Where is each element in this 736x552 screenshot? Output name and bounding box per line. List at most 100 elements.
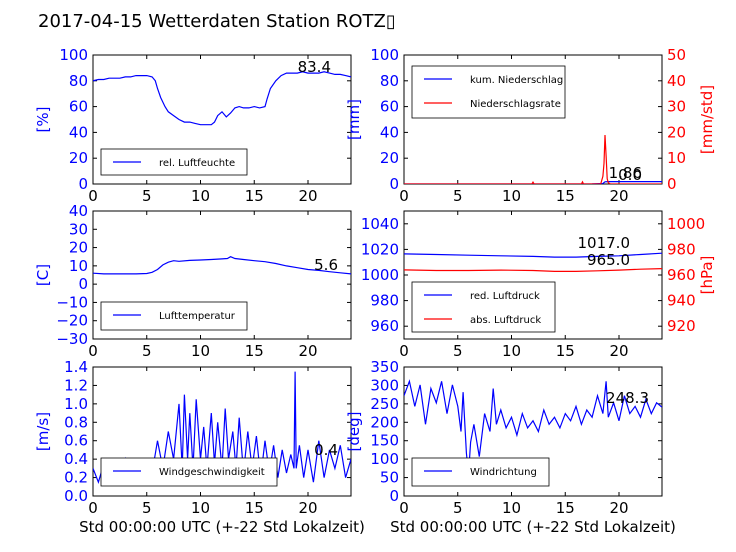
y-tick-label: 1.4 (64, 358, 88, 376)
y-tick-label-right: 920 (667, 317, 696, 335)
legend-entry: red. Luftdruck (470, 291, 540, 302)
x-tick-label: 10 (502, 342, 521, 360)
legend-entry: abs. Luftdruck (470, 315, 541, 326)
y-axis-label: [C] (34, 264, 52, 286)
y-axis-label: [%] (34, 107, 52, 133)
y-tick-label-right: 30 (667, 98, 686, 116)
series-group (404, 379, 662, 475)
x-tick-label: 0 (88, 342, 98, 360)
x-axis-label-left: Std 00:00:00 UTC (+-22 Std Lokalzeit) (79, 518, 365, 536)
chart-temperature: 0 5 10 15 20−30−20−10010203040[C]Lufttempera… (34, 202, 352, 360)
x-tick-label: 10 (502, 187, 521, 205)
chart-precipitation: 0 5 10 15 20 0 20 40 60 80 100 0 10 20 30 40 50 [mm] [mm/s… (345, 46, 716, 205)
y-tick-label: 0.8 (64, 413, 88, 431)
legend-frame (411, 65, 566, 119)
latest-value-label: 0.0 (618, 166, 642, 184)
x-tick-label: 20 (298, 499, 317, 517)
y-tick-label-right: 0 (667, 175, 677, 193)
x-tick-label: 5 (142, 342, 152, 360)
y-tick-label: 350 (370, 358, 399, 376)
x-tick-label: 5 (453, 342, 463, 360)
x-tick-label: 0 (399, 499, 409, 517)
x-tick-label: 5 (142, 187, 152, 205)
y-tick-label: 1040 (361, 215, 399, 233)
x-tick-label: 15 (245, 187, 264, 205)
x-tick-label: 15 (245, 342, 264, 360)
y-tick-label: 1000 (361, 266, 399, 284)
legend-entry: Windgeschwindigkeit (159, 467, 265, 478)
x-axis-label-right: Std 00:00:00 UTC (+-22 Std Lokalzeit) (390, 518, 676, 536)
latest-value-label: 5.6 (314, 256, 338, 274)
legend-frame (411, 457, 550, 487)
y-tick-label: 20 (69, 149, 88, 167)
chart-wind_speed: 0 5 10 15 200.00.20.40.60.81.01.21.4[m/s]Win… (34, 358, 352, 517)
y-tick-label: 10 (69, 257, 88, 275)
series-group (404, 252, 662, 272)
y-axis-label: [deg] (345, 412, 363, 452)
y-tick-label: 0.2 (64, 469, 88, 487)
latest-value-label: 83.4 (298, 58, 331, 76)
legend: rel. Luftfeuchte (100, 148, 248, 176)
y-tick-label: 60 (380, 98, 399, 116)
x-tick-label: 10 (191, 187, 210, 205)
y-tick-label-right: 940 (667, 292, 696, 310)
y-tick-label: 980 (370, 292, 399, 310)
series-line-left (404, 252, 662, 258)
y-tick-label-right: 1000 (667, 215, 705, 233)
y-axis-label-right: [hPa] (698, 256, 716, 295)
y-tick-label: 1.2 (64, 376, 88, 394)
x-tick-label: 15 (556, 187, 575, 205)
latest-value-label: 965.0 (587, 251, 630, 269)
legend-frame (100, 148, 248, 176)
y-tick-label: 0.4 (64, 450, 88, 468)
chart-wind_direction: 0 5 10 15 20050100150200250300350[deg]Windri… (345, 358, 663, 517)
x-tick-label: 5 (453, 499, 463, 517)
latest-value-label: 248.3 (606, 389, 649, 407)
y-tick-label: 40 (380, 123, 399, 141)
latest-value-label: 1017.0 (578, 234, 631, 252)
legend-entry: kum. Niederschlag (470, 75, 563, 86)
x-tick-label: 20 (298, 342, 317, 360)
x-tick-label: 10 (191, 499, 210, 517)
y-tick-label: 250 (370, 395, 399, 413)
y-tick-label: 200 (370, 413, 399, 431)
chart-humidity: 0 5 10 15 20 0 20 40 60 80 100 [%] rel. Luftfeuchte 8… (34, 46, 352, 205)
y-tick-label: 1.0 (64, 395, 88, 413)
y-tick-label-right: 960 (667, 266, 696, 284)
legend-entry: Lufttemperatur (159, 311, 236, 322)
y-tick-label: 40 (69, 202, 88, 220)
legend-entry: rel. Luftfeuchte (159, 158, 235, 169)
x-tick-label: 20 (609, 187, 628, 205)
y-tick-label: 0 (78, 175, 88, 193)
y-tick-label: 60 (69, 98, 88, 116)
x-tick-label: 10 (502, 499, 521, 517)
x-tick-label: 0 (88, 187, 98, 205)
y-tick-label: 20 (69, 239, 88, 257)
x-tick-label: 10 (191, 342, 210, 360)
latest-value-label: 0.4 (314, 441, 338, 459)
y-tick-label: 150 (370, 432, 399, 450)
x-tick-label: 20 (609, 499, 628, 517)
legend: kum. Niederschlag Niederschlagsrate (411, 65, 566, 119)
legend: Lufttemperatur (100, 301, 248, 331)
y-tick-label-right: 50 (667, 46, 686, 64)
y-axis-label: [m/s] (34, 412, 52, 451)
chart-pressure: 0 5 10 15 20 960 980 1000 1020 1040 920 940 960 980 10… (361, 210, 716, 360)
series-line-left (93, 71, 351, 126)
y-tick-label: 300 (370, 376, 399, 394)
x-tick-label: 0 (399, 187, 409, 205)
y-tick-label: 20 (380, 149, 399, 167)
x-tick-label: 5 (142, 499, 152, 517)
y-tick-label: 1020 (361, 240, 399, 258)
legend-entry: Niederschlagsrate (470, 99, 561, 110)
legend-frame (411, 281, 556, 333)
y-tick-label: 0.6 (64, 432, 88, 450)
y-tick-label: 960 (370, 317, 399, 335)
series-line-right (404, 268, 662, 272)
y-tick-label-right: 980 (667, 240, 696, 258)
figure-title: 2017-04-15 Wetterdaten Station ROTZ▯ (38, 11, 396, 32)
x-tick-label: 20 (298, 187, 317, 205)
y-tick-label: 0 (389, 175, 399, 193)
series-group (93, 71, 351, 126)
